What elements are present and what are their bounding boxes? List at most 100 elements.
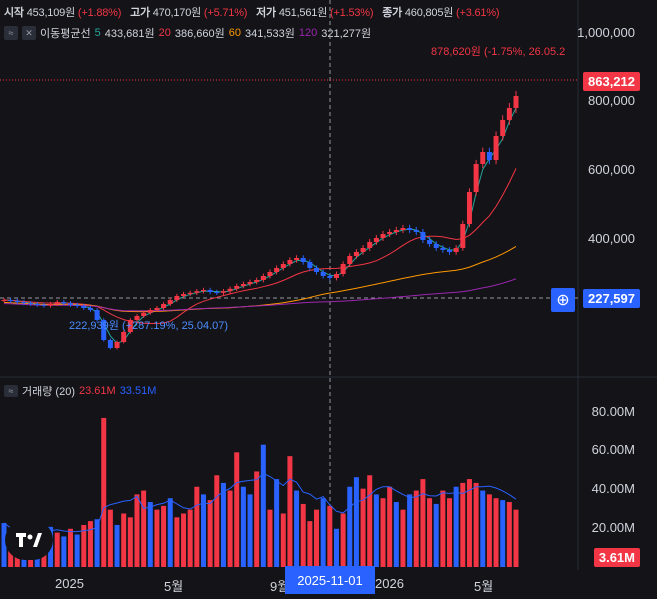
tradingview-icon bbox=[16, 533, 42, 547]
candle bbox=[194, 291, 200, 293]
volume-bar bbox=[506, 502, 512, 567]
candle bbox=[1, 300, 7, 301]
volume-bar bbox=[300, 503, 306, 567]
candle bbox=[493, 136, 499, 160]
candle bbox=[134, 316, 140, 320]
ma-title: 이동평균선 bbox=[40, 28, 91, 40]
candle bbox=[486, 152, 492, 160]
volume-bar bbox=[473, 482, 479, 567]
candle bbox=[21, 302, 27, 304]
volume-bar bbox=[74, 534, 80, 567]
candle bbox=[247, 282, 253, 284]
candle bbox=[267, 272, 273, 276]
candle bbox=[107, 340, 113, 348]
close-change: (+3.61%) bbox=[456, 7, 500, 19]
candle bbox=[234, 286, 240, 289]
candle bbox=[87, 308, 93, 310]
candle bbox=[280, 264, 286, 268]
high-label: 고가 bbox=[130, 7, 150, 19]
volume-bar bbox=[234, 452, 240, 567]
candle bbox=[61, 302, 67, 304]
low-label: 저가 bbox=[256, 7, 276, 19]
volume-bar bbox=[280, 513, 286, 567]
candle bbox=[413, 230, 419, 232]
price-tick: 400,000 bbox=[588, 231, 635, 246]
ohlc-legend: 시작 453,109원 (+1.88%) 고가 470,170원 (+5.71%… bbox=[4, 4, 505, 20]
candle bbox=[407, 228, 413, 230]
candle bbox=[506, 108, 512, 120]
close-label: 종가 bbox=[382, 7, 403, 19]
volume-bar bbox=[447, 498, 453, 567]
collapse-icon[interactable]: ≈ bbox=[4, 26, 18, 40]
volume-bar bbox=[141, 490, 147, 567]
volume-bar bbox=[81, 524, 87, 567]
candle bbox=[294, 258, 300, 260]
candle bbox=[440, 248, 446, 250]
crosshair-date: 2025-11-01 bbox=[285, 566, 375, 594]
volume-bar bbox=[167, 498, 173, 567]
volume-bar bbox=[67, 528, 73, 567]
price-tick: 1,000,000 bbox=[577, 25, 635, 40]
tradingview-logo[interactable] bbox=[5, 520, 53, 560]
volume-bar bbox=[466, 479, 472, 567]
high-change: (+5.71%) bbox=[203, 7, 248, 19]
close-icon[interactable]: ✕ bbox=[22, 26, 36, 40]
volume-bar bbox=[1, 523, 7, 567]
candle bbox=[34, 304, 40, 305]
candle bbox=[447, 250, 453, 252]
candle bbox=[147, 310, 153, 313]
volume-bar bbox=[327, 505, 333, 567]
close-value: 460,805원 bbox=[404, 7, 454, 19]
volume-bar bbox=[254, 471, 260, 567]
candle bbox=[347, 256, 353, 264]
candle bbox=[367, 242, 373, 248]
candle bbox=[466, 192, 472, 224]
candle bbox=[274, 268, 280, 272]
volume-bar bbox=[486, 494, 492, 567]
volume-bar bbox=[101, 417, 107, 567]
last-price-tag: 863,212 bbox=[583, 72, 640, 91]
candle bbox=[333, 274, 339, 278]
ma60-line bbox=[3, 245, 517, 313]
add-alert-button[interactable]: ⊕ bbox=[551, 288, 575, 312]
candle bbox=[28, 303, 34, 305]
volume-bar bbox=[513, 509, 519, 567]
ma120-period: 120 bbox=[298, 27, 318, 39]
candle bbox=[74, 304, 80, 306]
candle bbox=[141, 312, 147, 316]
volume-bar bbox=[54, 532, 60, 567]
candle bbox=[353, 252, 359, 256]
volume-bar bbox=[413, 490, 419, 567]
candle bbox=[387, 232, 393, 234]
low-change: (+1.53%) bbox=[329, 7, 374, 19]
open-value: 453,109원 bbox=[26, 7, 75, 19]
candle bbox=[360, 248, 366, 252]
volume-bar bbox=[427, 498, 433, 567]
ma60-value: 341,533원 bbox=[245, 28, 295, 40]
candle bbox=[121, 332, 127, 342]
volume-bar bbox=[387, 486, 393, 567]
candle bbox=[94, 310, 100, 320]
crosshair-price-tag: 227,597 bbox=[583, 289, 640, 308]
volume-bar bbox=[440, 490, 446, 567]
volume-tick: 60.00M bbox=[591, 442, 635, 457]
candle bbox=[67, 303, 73, 305]
collapse-icon[interactable]: ≈ bbox=[4, 385, 18, 397]
volume-bar bbox=[480, 490, 486, 567]
candle bbox=[473, 164, 479, 192]
ma20-value: 386,660원 bbox=[174, 28, 225, 40]
candle bbox=[340, 264, 346, 274]
low-value: 451,561원 bbox=[278, 7, 328, 19]
volume-bar bbox=[154, 509, 160, 567]
candle bbox=[214, 292, 220, 293]
candle bbox=[433, 244, 439, 248]
volume-bar bbox=[214, 475, 220, 567]
open-label: 시작 bbox=[4, 7, 24, 19]
volume-bar bbox=[380, 498, 386, 567]
candle bbox=[154, 308, 160, 310]
ma120-line bbox=[3, 278, 517, 312]
candle bbox=[453, 248, 459, 252]
volume-bar bbox=[121, 513, 127, 567]
volume-bar bbox=[267, 509, 273, 567]
